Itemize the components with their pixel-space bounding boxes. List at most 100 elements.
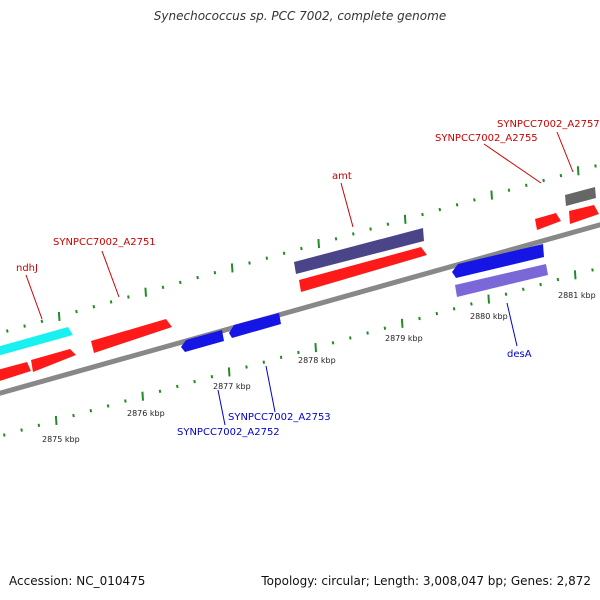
gene-blue-a2752[interactable] xyxy=(181,330,224,352)
tick-upper-3 xyxy=(57,311,61,321)
tick-lower-27 xyxy=(470,302,473,306)
tick-track-upper xyxy=(6,164,597,333)
gene-red-right[interactable] xyxy=(569,205,599,224)
tick-upper-17 xyxy=(300,246,303,251)
gene-red-a2751[interactable] xyxy=(91,319,172,353)
tick-lower-23 xyxy=(400,318,404,328)
tick-upper-24 xyxy=(421,212,424,217)
tick-upper-34 xyxy=(594,164,597,168)
tick-upper-25 xyxy=(438,207,442,212)
tick-lower-2 xyxy=(37,423,41,427)
gene-label-ndhj[interactable]: ndhJ xyxy=(16,263,38,274)
tick-label-2878: 2878 kbp xyxy=(298,356,336,365)
leader-amt xyxy=(340,182,354,228)
tick-lower-3 xyxy=(54,415,58,425)
tick-lower-14 xyxy=(245,365,248,369)
tick-upper-7 xyxy=(127,295,130,299)
accession-text: Accession: NC_010475 xyxy=(9,574,146,588)
tick-lower-12 xyxy=(210,375,214,379)
gene-red-left-1[interactable] xyxy=(0,362,31,384)
map-title: Synechococcus sp. PCC 7002, complete gen… xyxy=(153,9,447,23)
gene-red-left-2[interactable] xyxy=(31,349,76,372)
leader-a2755 xyxy=(483,143,542,184)
tick-upper-13 xyxy=(230,263,234,273)
tick-upper-2 xyxy=(40,319,44,323)
tick-lower-25 xyxy=(435,311,439,316)
tick-label-2880: 2880 kbp xyxy=(470,312,508,321)
tick-track-lower xyxy=(3,268,594,437)
tick-label-2876: 2876 kbp xyxy=(127,409,165,418)
leader-a2751 xyxy=(101,250,120,298)
tick-lower-18 xyxy=(314,343,317,353)
tick-lower-22 xyxy=(383,326,387,330)
tick-lower-30 xyxy=(522,287,525,291)
gene-navy-amt[interactable] xyxy=(294,228,424,274)
tick-lower-17 xyxy=(297,350,300,355)
tick-upper-5 xyxy=(92,305,96,309)
tick-upper-22 xyxy=(386,222,390,226)
gene-label-a2752[interactable]: SYNPCC7002_A2752 xyxy=(177,427,280,438)
genome-summary: Topology: circular; Length: 3,008,047 bp… xyxy=(261,574,591,588)
gene-label-amt[interactable]: amt xyxy=(332,171,352,182)
gene-label-desa[interactable]: desA xyxy=(507,349,532,360)
tick-upper-27 xyxy=(473,198,476,202)
leader-a2752 xyxy=(217,389,226,426)
tick-upper-19 xyxy=(334,237,338,241)
tick-lower-16 xyxy=(279,355,283,359)
tick-upper-10 xyxy=(179,280,182,285)
gene-gray-a2757[interactable] xyxy=(565,187,596,206)
tick-lower-8 xyxy=(141,391,144,401)
tick-upper-23 xyxy=(403,214,407,224)
tick-upper-28 xyxy=(490,190,493,200)
tick-lower-9 xyxy=(158,389,162,393)
tick-lower-6 xyxy=(106,404,110,408)
tick-lower-5 xyxy=(89,409,93,413)
gene-label-a2757[interactable]: SYNPCC7002_A2757 xyxy=(497,119,600,130)
tick-upper-21 xyxy=(369,227,372,231)
gene-blue-a2753[interactable] xyxy=(229,313,281,338)
tick-upper-6 xyxy=(109,300,113,304)
tick-upper-11 xyxy=(196,275,199,280)
tick-upper-26 xyxy=(455,203,459,207)
leader-desa xyxy=(506,302,518,347)
gene-label-a2755[interactable]: SYNPCC7002_A2755 xyxy=(435,133,538,144)
tick-lower-24 xyxy=(418,316,421,321)
tick-lower-34 xyxy=(591,268,594,272)
tick-upper-30 xyxy=(525,183,528,187)
tick-upper-29 xyxy=(507,188,511,192)
tick-lower-19 xyxy=(331,341,335,345)
gene-cyan-ndhj[interactable] xyxy=(0,327,73,358)
tick-lower-11 xyxy=(193,379,196,384)
tick-lower-20 xyxy=(349,336,352,340)
tick-lower-10 xyxy=(176,384,179,389)
gene-red-a2755[interactable] xyxy=(535,213,561,230)
tick-upper-9 xyxy=(161,285,165,289)
gene-violet-desa[interactable] xyxy=(455,264,548,297)
tick-label-2877: 2877 kbp xyxy=(213,382,251,391)
leader-ndhj xyxy=(25,274,43,320)
gene-blue-desa-1[interactable] xyxy=(452,244,544,278)
gene-label-a2751[interactable]: SYNPCC7002_A2751 xyxy=(53,237,156,248)
gene-red-amt-strand[interactable] xyxy=(299,247,427,292)
tick-lower-15 xyxy=(262,360,266,364)
gene-label-a2753[interactable]: SYNPCC7002_A2753 xyxy=(228,412,331,423)
tick-lower-33 xyxy=(573,270,577,280)
tick-label-2875: 2875 kbp xyxy=(42,435,80,444)
tick-lower-31 xyxy=(539,282,542,287)
leader-a2753 xyxy=(265,365,276,413)
tick-lower-29 xyxy=(504,292,508,296)
tick-lower-1 xyxy=(20,428,23,432)
tick-upper-12 xyxy=(213,271,217,275)
tick-upper-14 xyxy=(248,261,251,265)
tick-lower-26 xyxy=(452,307,456,311)
tick-upper-0 xyxy=(6,329,9,333)
tick-upper-15 xyxy=(265,256,269,260)
tick-upper-33 xyxy=(576,166,580,176)
tick-upper-20 xyxy=(352,232,355,236)
tick-lower-13 xyxy=(227,367,231,377)
tick-label-2879: 2879 kbp xyxy=(385,334,423,343)
genome-backbone xyxy=(0,222,600,396)
tick-upper-16 xyxy=(282,251,286,255)
tick-upper-4 xyxy=(75,309,78,314)
